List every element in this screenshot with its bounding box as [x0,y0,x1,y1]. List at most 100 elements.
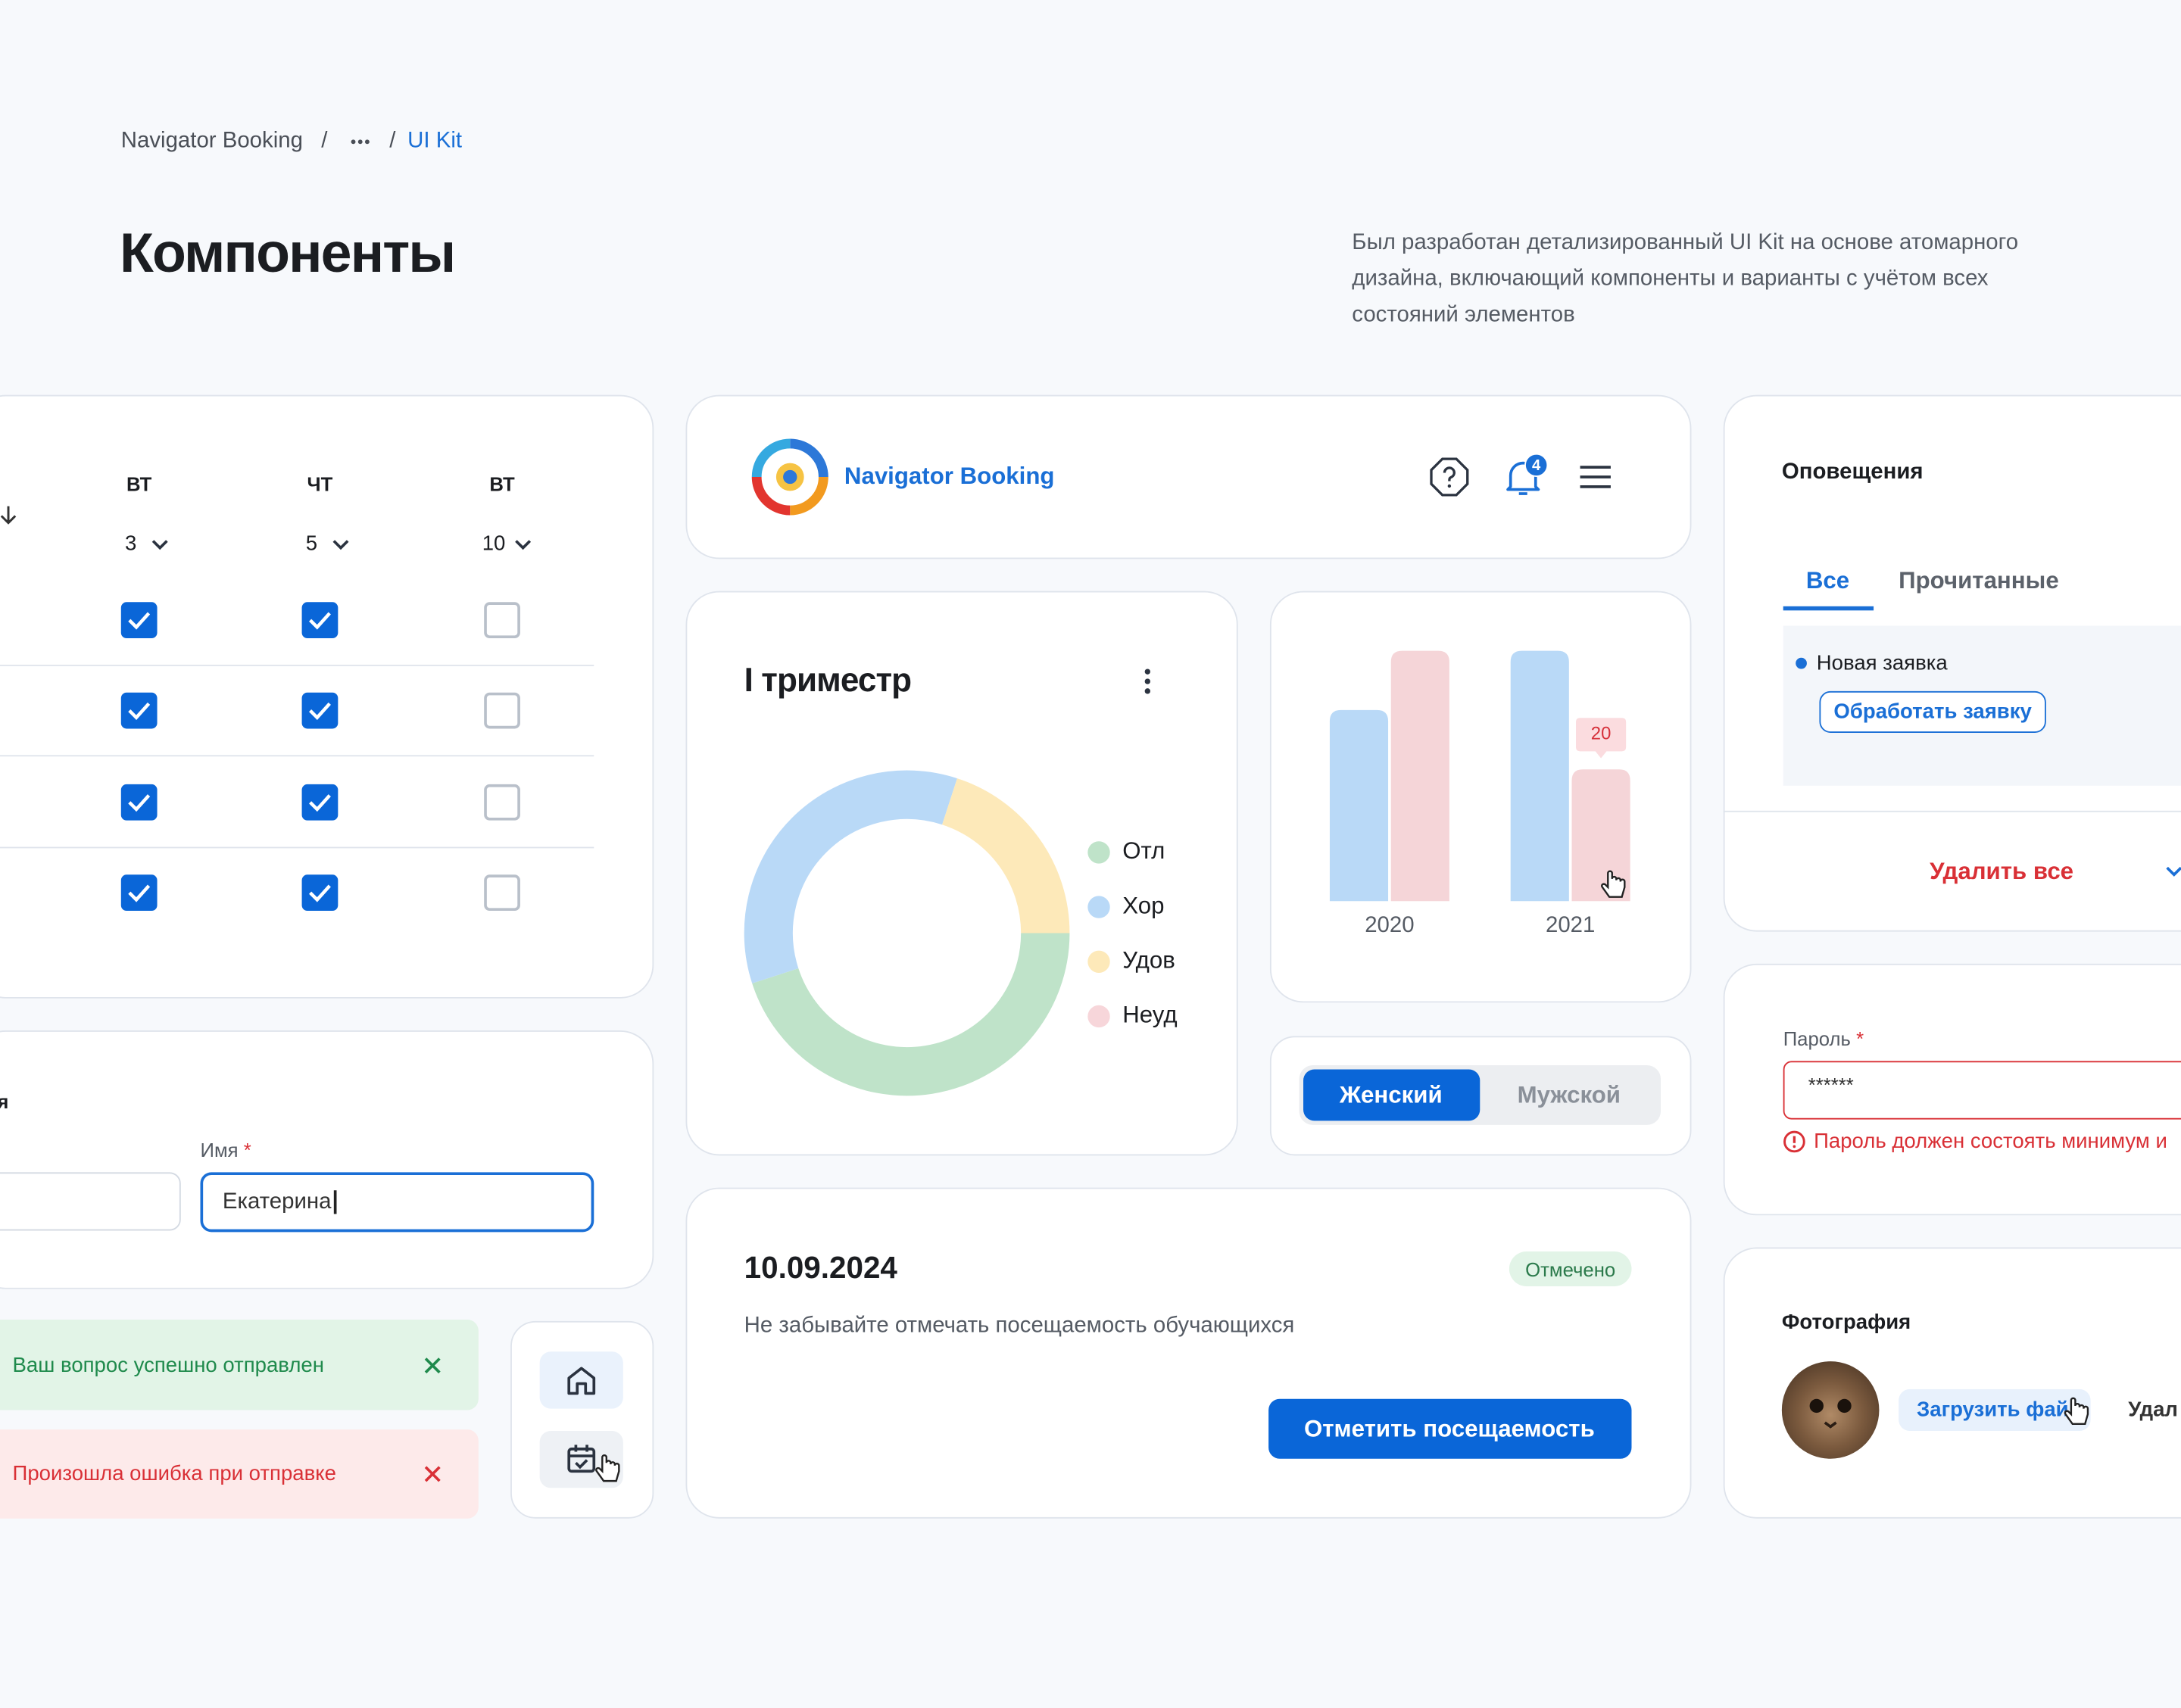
checkbox[interactable] [484,874,520,912]
nav-home[interactable] [539,1351,623,1409]
hand-cursor [1601,870,1626,898]
legend-label: Отл [1122,837,1165,864]
card-title: Фотография [1781,1311,1911,1335]
data-label: 20 [1591,724,1612,744]
breadcrumb-ellipsis[interactable] [351,139,370,145]
menu-icon[interactable] [1579,464,1612,489]
chevron-path [151,540,168,550]
bar [1329,709,1389,902]
check-icon [128,884,151,902]
status-text: Отмечено [1525,1258,1616,1280]
help-icon[interactable] [1430,457,1469,497]
attendance-text: Не забывайте отмечать посещаемость обуча… [744,1314,1295,1338]
logo[interactable] [751,438,829,516]
column-number[interactable]: 3 [124,531,137,556]
check-icon [309,702,331,720]
alert-close[interactable] [424,1357,441,1374]
check-icon [309,612,331,630]
chevron-path [332,540,349,550]
donut-segment [941,778,1070,934]
row-divider [0,664,594,666]
tab-active[interactable]: Все [1805,567,1850,594]
checkbox[interactable] [120,602,158,639]
checkbox[interactable] [301,602,339,639]
required-mark: * [243,1139,251,1161]
alert-close[interactable] [424,1466,441,1482]
text-input[interactable] [0,1172,181,1231]
tab-indicator [1783,606,1874,611]
checkbox[interactable] [484,784,520,821]
legend-swatch [1087,1005,1110,1028]
sort-icon[interactable] [0,503,17,525]
checkbox[interactable] [301,692,339,729]
outline-button[interactable] [1819,690,2046,733]
field-label-text: Имя [200,1139,239,1161]
text-input-focused[interactable] [200,1172,594,1233]
column-day: ВТ [126,472,152,495]
x-tick-label: 2021 [1546,912,1595,937]
text-cursor [334,1190,336,1214]
delete-all[interactable]: Удалить все [1930,858,2074,885]
segment-label: Женский [1339,1081,1443,1108]
page-description: Был разработан детализированный UI Kit н… [1352,230,2019,327]
page-title: Компоненты [119,223,456,285]
checkbox[interactable] [120,692,158,729]
column-day: ЧТ [307,472,333,495]
column-day: ВТ [489,472,515,495]
calendar-icon [567,1445,596,1473]
field-label-text: Пароль [1783,1027,1851,1050]
notification-count: 4 [1532,457,1541,474]
checkbox[interactable] [484,692,520,729]
kebab-menu[interactable] [1144,669,1152,694]
checkbox[interactable] [120,784,158,821]
checkbox[interactable] [484,602,520,639]
x-tick-label: 2020 [1365,912,1414,937]
legend-label: Хор [1122,892,1164,918]
donut-segment [752,932,1070,1096]
card-title: Оповещения [1781,460,1924,485]
chevron[interactable] [151,540,168,551]
brand-name[interactable]: Navigator Booking [844,463,1055,490]
home-icon [567,1367,596,1395]
check-icon [128,612,151,630]
notification-badge [1524,453,1549,478]
error-text: Пароль должен состоять минимум и [1814,1130,2167,1154]
chevron[interactable] [515,540,532,551]
upload-button[interactable] [1899,1389,2091,1432]
breadcrumb-item[interactable]: Navigator Booking [120,129,303,154]
legend-swatch [1087,896,1110,918]
tab[interactable]: Прочитанные [1899,567,2059,594]
chevron[interactable] [332,540,349,551]
alert-success [0,1320,479,1410]
hand-cursor [2064,1397,2089,1426]
segment-label[interactable]: Мужской [1517,1081,1621,1108]
alert-text: Произошла ошибка при отправке [12,1462,336,1486]
button-label: Загрузить файл [1917,1398,2083,1423]
breadcrumb-current[interactable]: UI Kit [407,129,463,154]
column-number[interactable]: 10 [482,531,506,556]
password-input[interactable] [1783,1061,2181,1120]
required-mark: * [1856,1027,1864,1050]
segment-active[interactable] [1303,1069,1481,1121]
column-number[interactable]: 5 [305,531,318,556]
row-divider [0,846,594,849]
unread-dot [1796,657,1807,669]
attendance-card [685,1187,1692,1519]
breadcrumb-separator: / [389,129,396,154]
check-icon [309,884,331,902]
field-label: Пароль * [1783,1027,1864,1049]
chevron[interactable] [2166,866,2181,877]
checkbox[interactable] [301,784,339,821]
delete-photo[interactable]: Удал [2128,1398,2178,1423]
primary-button[interactable] [1268,1398,1632,1459]
legend-swatch [1087,841,1110,864]
app-header-card [685,394,1692,559]
bar [1571,769,1630,902]
notification-text: Новая заявка [1816,651,1948,675]
field-label: Имя * [200,1139,251,1161]
checkbox[interactable] [120,874,158,912]
checkbox[interactable] [301,874,339,912]
